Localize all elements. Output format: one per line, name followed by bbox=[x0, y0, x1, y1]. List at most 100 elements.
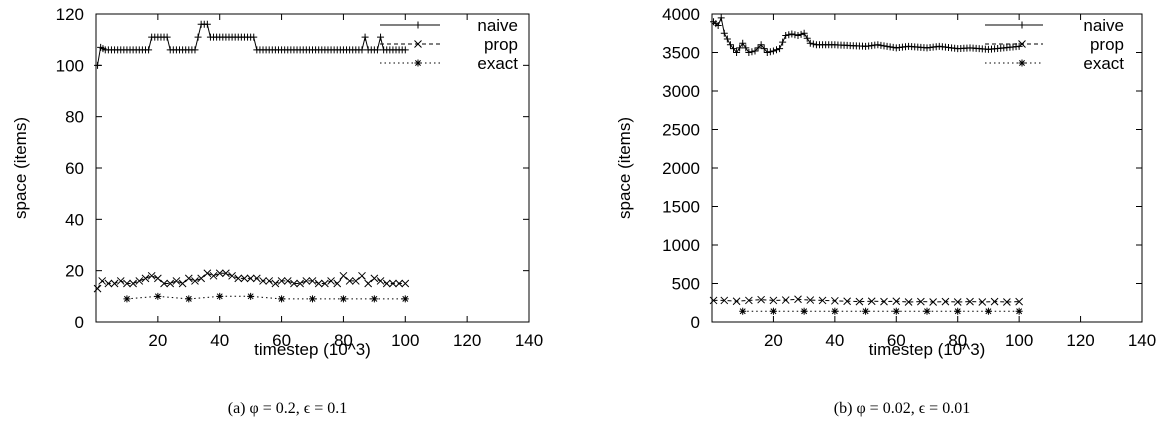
x-tick-label: 40 bbox=[825, 331, 844, 350]
data-point-exact bbox=[309, 295, 316, 303]
data-point-naive bbox=[800, 29, 808, 37]
data-point-exact bbox=[1015, 307, 1023, 315]
series-line-exact bbox=[126, 295, 406, 300]
data-point-naive bbox=[361, 33, 369, 41]
data-point-naive bbox=[720, 29, 728, 37]
data-point-naive bbox=[785, 31, 793, 39]
data-point-exact bbox=[401, 295, 409, 303]
data-point-naive bbox=[794, 32, 802, 40]
data-point-prop bbox=[141, 274, 150, 283]
data-point-prop bbox=[98, 277, 107, 285]
y-tick-label: 40 bbox=[65, 210, 84, 229]
data-point-prop bbox=[93, 284, 102, 293]
data-point-prop bbox=[892, 297, 901, 306]
data-point-prop bbox=[917, 297, 925, 306]
data-point-prop bbox=[197, 274, 206, 283]
data-point-naive bbox=[714, 22, 722, 30]
series-line-prop bbox=[97, 272, 406, 289]
x-tick-label: 60 bbox=[887, 331, 906, 350]
data-point-prop bbox=[129, 279, 137, 288]
data-point-prop bbox=[345, 277, 354, 285]
legend-marker-naive bbox=[414, 21, 422, 29]
data-point-exact bbox=[216, 292, 224, 300]
data-point-prop bbox=[358, 271, 366, 280]
data-point-naive bbox=[717, 14, 725, 22]
x-tick-label: 100 bbox=[1005, 331, 1033, 350]
x-tick-label: 140 bbox=[1128, 331, 1156, 350]
data-point-prop bbox=[745, 296, 753, 305]
data-point-prop bbox=[395, 279, 403, 288]
data-point-naive bbox=[766, 48, 774, 56]
data-point-naive bbox=[730, 45, 737, 53]
data-point-prop bbox=[116, 277, 125, 285]
data-point-prop bbox=[123, 279, 131, 288]
legend-marker-exact bbox=[414, 59, 422, 67]
data-point-prop bbox=[203, 269, 212, 278]
data-point-naive bbox=[886, 43, 894, 51]
data-point-naive bbox=[763, 49, 771, 56]
data-point-exact bbox=[831, 307, 839, 315]
data-point-prop bbox=[172, 277, 181, 285]
data-point-prop bbox=[234, 274, 243, 283]
x-tick-label: 60 bbox=[272, 331, 291, 350]
data-point-naive bbox=[883, 42, 891, 50]
data-point-prop bbox=[154, 274, 162, 283]
data-point-prop bbox=[110, 279, 119, 288]
y-tick-label: 100 bbox=[56, 56, 84, 75]
data-point-naive bbox=[751, 47, 759, 55]
data-point-naive bbox=[757, 41, 765, 49]
data-point-prop bbox=[265, 277, 274, 285]
y-tick-label: 20 bbox=[65, 262, 84, 281]
data-point-naive bbox=[773, 46, 780, 54]
data-point-prop bbox=[1003, 298, 1011, 306]
data-point-exact bbox=[769, 307, 777, 315]
data-point-prop bbox=[184, 274, 193, 283]
data-point-prop bbox=[1015, 297, 1023, 306]
data-point-naive bbox=[401, 46, 409, 54]
y-tick-label: 4000 bbox=[662, 5, 700, 24]
data-point-prop bbox=[880, 297, 888, 306]
data-point-prop bbox=[364, 279, 373, 288]
data-point-naive bbox=[779, 38, 787, 46]
data-point-prop bbox=[818, 296, 827, 305]
chart-caption: (a) φ = 0.2, ϵ = 0.1 bbox=[228, 400, 348, 417]
y-tick-label: 0 bbox=[75, 313, 84, 332]
data-point-prop bbox=[867, 297, 876, 306]
data-point-naive bbox=[809, 40, 817, 48]
data-point-prop bbox=[209, 271, 218, 280]
data-point-naive bbox=[733, 49, 741, 56]
x-tick-label: 120 bbox=[1066, 331, 1094, 350]
chart-a: 0 20 40 60 80 100 120 20 40 60 80 100 120 140 timestep… bbox=[11, 5, 543, 417]
data-point-naive bbox=[739, 39, 747, 47]
y-tick-label: 2500 bbox=[662, 121, 700, 140]
data-point-naive bbox=[203, 20, 211, 28]
data-point-prop bbox=[302, 277, 311, 285]
data-point-prop bbox=[283, 277, 292, 285]
data-point-exact bbox=[800, 307, 808, 315]
data-point-prop bbox=[135, 277, 144, 285]
legend-label-naive: naive bbox=[477, 16, 518, 35]
data-point-exact bbox=[339, 295, 347, 303]
data-point-prop bbox=[941, 297, 950, 306]
data-point-naive bbox=[726, 41, 734, 49]
data-point-naive bbox=[191, 46, 199, 54]
legend-label-exact: exact bbox=[477, 54, 518, 73]
data-point-naive bbox=[769, 47, 777, 55]
data-point-naive bbox=[788, 30, 796, 38]
x-tick-label: 100 bbox=[391, 331, 419, 350]
data-point-naive bbox=[880, 42, 888, 50]
x-tick-label: 80 bbox=[948, 331, 967, 350]
data-point-prop bbox=[389, 279, 397, 288]
data-point-exact bbox=[278, 295, 286, 303]
data-point-naive bbox=[776, 45, 784, 53]
data-point-prop bbox=[240, 274, 249, 283]
data-point-naive bbox=[760, 45, 768, 53]
data-point-exact bbox=[154, 292, 162, 300]
data-point-naive bbox=[748, 48, 756, 56]
data-point-exact bbox=[923, 307, 931, 315]
data-point-naive bbox=[803, 34, 811, 42]
data-point-naive bbox=[889, 43, 897, 51]
data-point-prop bbox=[191, 277, 199, 285]
series-line-prop bbox=[713, 298, 1020, 303]
data-point-exact bbox=[984, 307, 992, 315]
